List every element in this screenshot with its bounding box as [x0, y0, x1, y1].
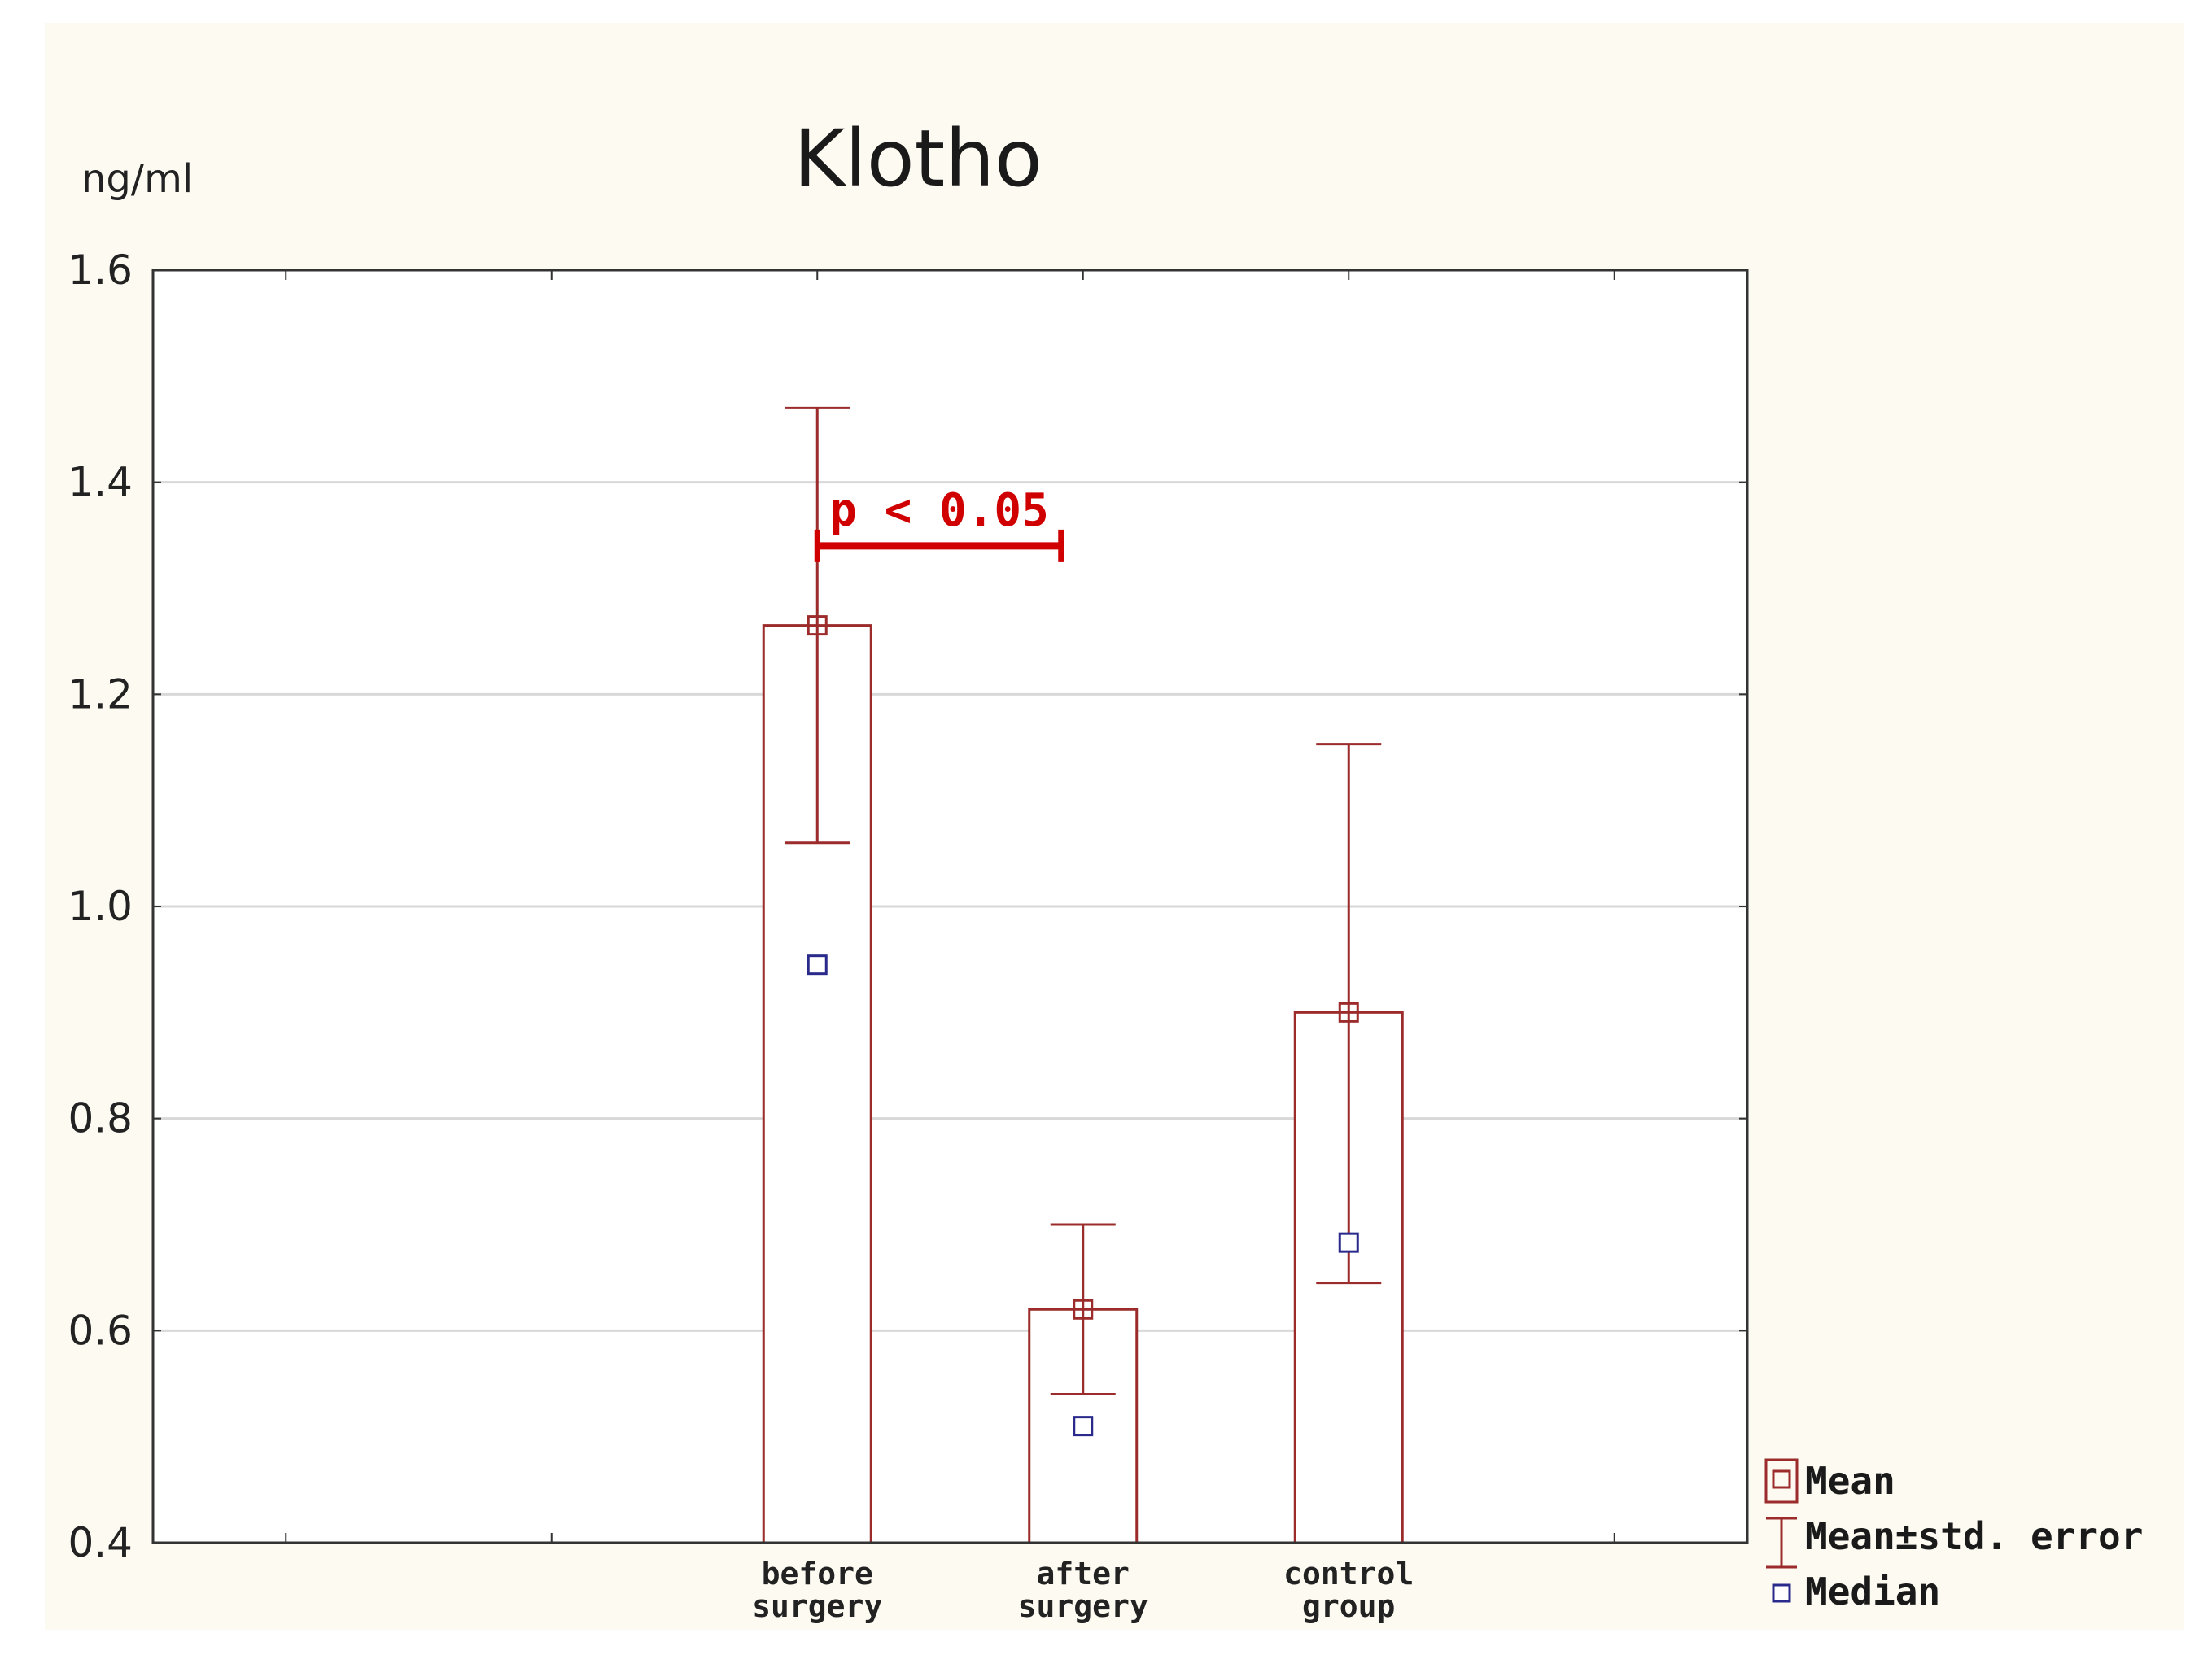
legend-median-marker	[1772, 1583, 1791, 1603]
figure-panel: Klotho ng/ml 1.6 1.4 1.2 1.0 0.8 0.6 0.4 before…	[45, 23, 2184, 1630]
significance-label: p < 0.05	[829, 484, 1049, 537]
y-tick-label: 1.2	[68, 670, 133, 718]
chart-title: Klotho	[793, 113, 1043, 204]
x-category-label: control	[1283, 1556, 1414, 1592]
mean-marker	[1073, 1299, 1094, 1320]
klotho-chart: Klotho ng/ml 1.6 1.4 1.2 1.0 0.8 0.6 0.4 before…	[68, 113, 2143, 1624]
x-category-label: after	[1037, 1556, 1130, 1592]
legend-mean-label: Mean	[1805, 1459, 1895, 1503]
y-tick-label: 0.6	[68, 1307, 133, 1354]
y-tick-label: 0.4	[68, 1519, 133, 1566]
x-category-label: surgery	[1018, 1588, 1148, 1624]
legend-error-label: Mean±std. error	[1805, 1514, 2143, 1558]
x-category-label: before	[762, 1556, 873, 1592]
x-category-label: surgery	[752, 1588, 882, 1624]
y-tick-label: 1.6	[68, 247, 133, 294]
legend-mean-box	[1764, 1458, 1799, 1504]
y-tick-label: 1.4	[68, 459, 133, 506]
legend-mean-marker	[1772, 1469, 1791, 1489]
y-tick-label: 0.8	[68, 1095, 133, 1142]
legend-median-label: Median	[1805, 1570, 1940, 1614]
median-marker	[1073, 1416, 1094, 1437]
mean-marker	[1338, 1002, 1359, 1023]
median-marker	[807, 954, 828, 976]
y-axis-label: ng/ml	[81, 156, 193, 202]
x-category-label: group	[1302, 1588, 1395, 1624]
median-marker	[1338, 1232, 1359, 1253]
plot-frame	[151, 269, 1749, 1544]
y-tick-label: 1.0	[68, 883, 133, 930]
mean-marker	[807, 615, 828, 636]
